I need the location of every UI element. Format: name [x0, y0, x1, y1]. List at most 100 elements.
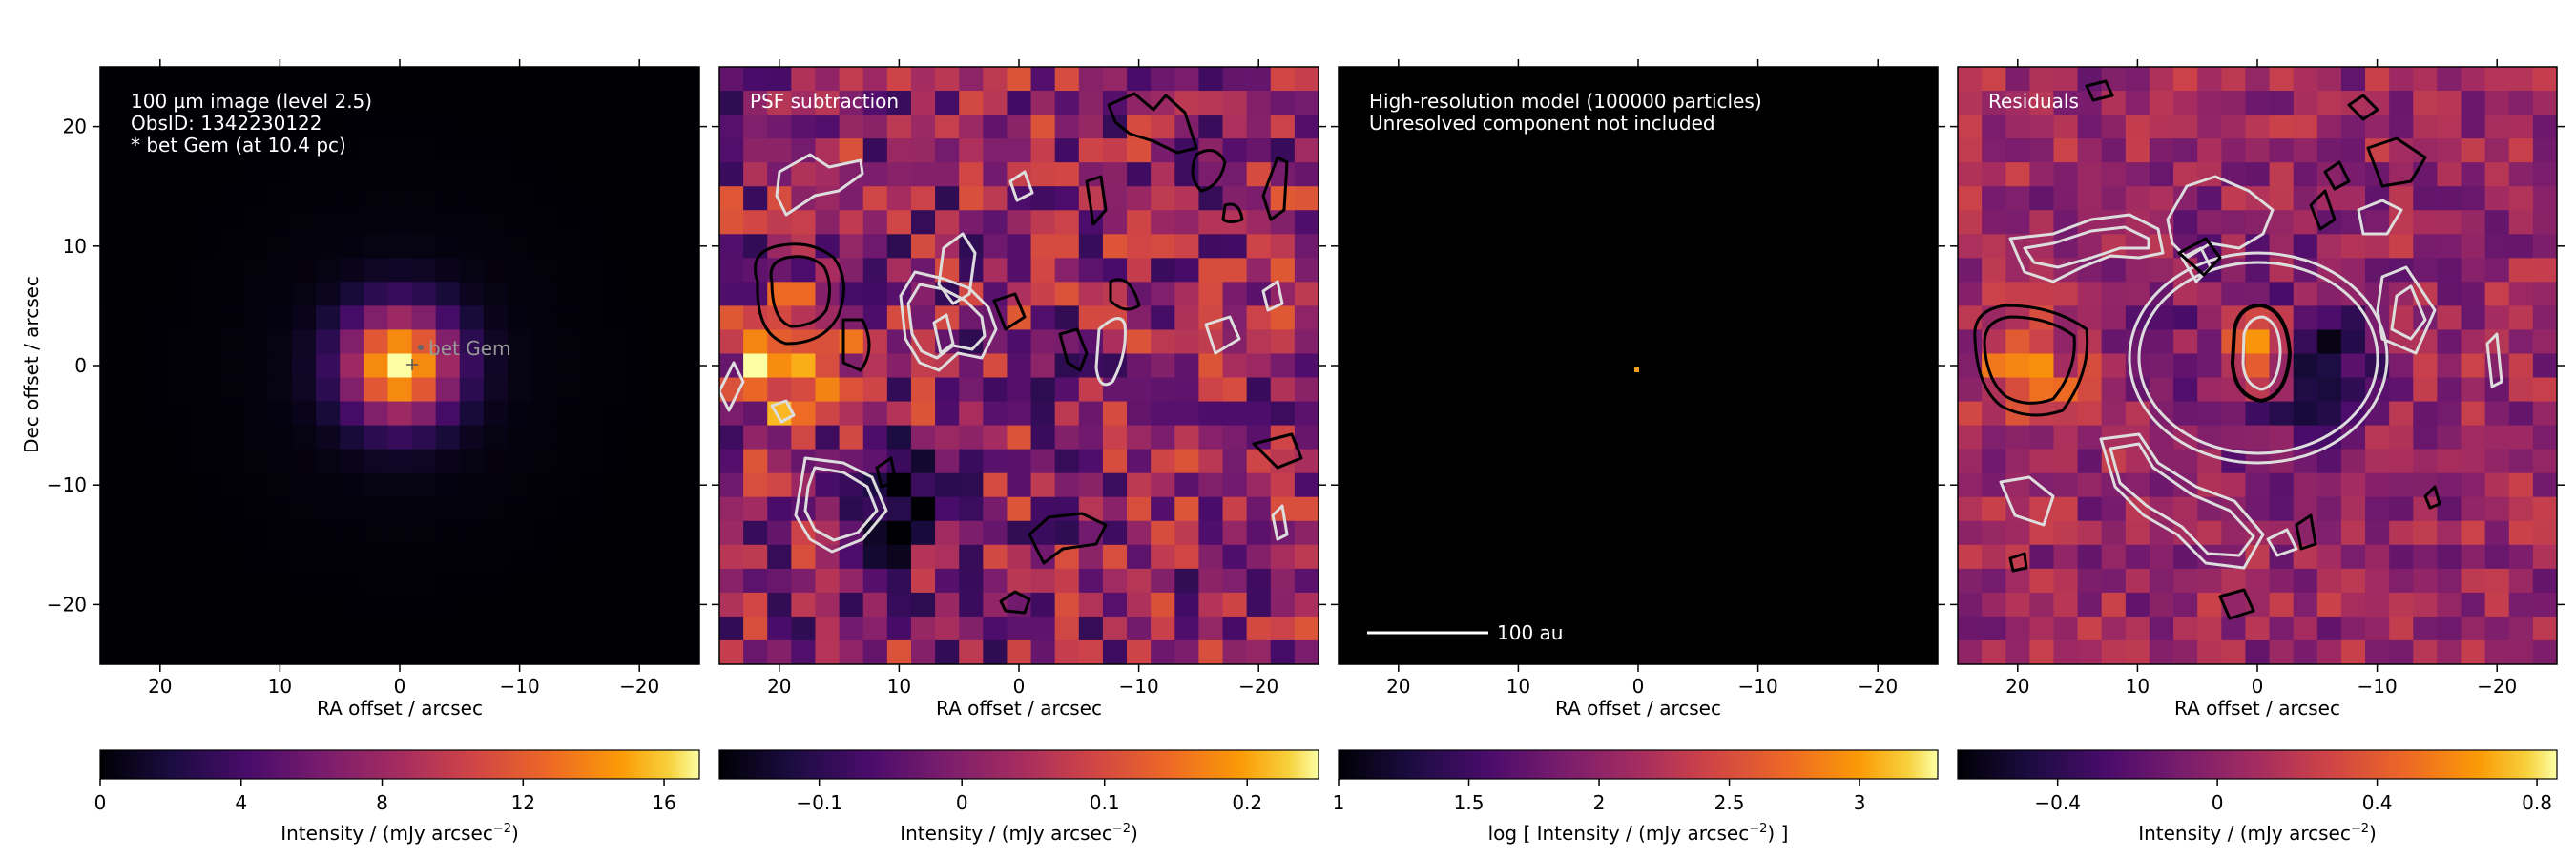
pixel — [435, 186, 461, 211]
pixel — [651, 282, 676, 306]
pixel — [435, 234, 461, 259]
pixel — [1222, 258, 1248, 283]
pixel — [2197, 67, 2222, 92]
pixel — [124, 472, 149, 498]
pixel — [100, 520, 125, 546]
pixel — [719, 472, 744, 498]
pixel — [1030, 282, 1056, 306]
pixel — [627, 425, 653, 450]
pixel — [316, 377, 341, 403]
pixel — [483, 592, 509, 618]
pixel — [1127, 258, 1152, 283]
pixel — [2053, 425, 2079, 450]
pixel — [2053, 449, 2079, 474]
pixel — [862, 305, 888, 331]
pixel — [2316, 91, 2342, 115]
pixel — [1054, 377, 1080, 403]
pixel — [603, 282, 629, 306]
pixel — [675, 258, 699, 283]
pixel — [1294, 592, 1319, 618]
pixel — [2101, 67, 2127, 92]
pixel — [959, 639, 984, 664]
pixel — [243, 67, 269, 92]
pixel — [340, 472, 364, 498]
pixel — [364, 377, 389, 403]
pixel — [1294, 353, 1319, 379]
pixel — [196, 568, 221, 594]
pixel — [1222, 592, 1248, 618]
pixel — [243, 258, 269, 283]
pixel — [791, 282, 817, 306]
pixel — [2221, 186, 2247, 211]
pixel — [1078, 472, 1104, 498]
pixel — [508, 616, 532, 641]
pixel — [2340, 592, 2366, 618]
pixel — [1174, 520, 1199, 546]
pixel — [124, 234, 149, 259]
pixel — [267, 282, 293, 306]
pixel — [1294, 401, 1319, 427]
colorbar-tick-label: 0.8 — [2522, 791, 2552, 814]
pixel — [959, 401, 984, 427]
pixel — [531, 353, 556, 379]
pixel — [2413, 258, 2438, 283]
pixel — [935, 138, 960, 163]
x-tick-label: 20 — [1386, 675, 1410, 698]
pixel — [1222, 425, 1248, 450]
pixel — [196, 425, 221, 450]
pixel — [719, 496, 744, 522]
pixel — [2197, 115, 2222, 139]
pixel — [387, 234, 413, 259]
pixel — [555, 639, 580, 664]
pixel — [2437, 449, 2462, 474]
pixel — [2077, 138, 2103, 163]
pixel — [2029, 138, 2055, 163]
pixel — [508, 67, 532, 92]
pixel — [531, 449, 556, 474]
pixel — [2484, 520, 2510, 546]
pixel — [959, 377, 984, 403]
pixel — [483, 162, 509, 187]
pixel — [2508, 258, 2534, 283]
pixel — [2125, 592, 2150, 618]
pixel — [243, 91, 269, 115]
pixel — [1294, 162, 1319, 187]
x-tick-label: 10 — [1506, 675, 1530, 698]
pixel — [1151, 544, 1175, 570]
pixel — [1246, 425, 1272, 450]
pixel — [959, 496, 984, 522]
pixel — [148, 377, 173, 403]
pixel — [483, 210, 509, 235]
pixel — [1078, 520, 1104, 546]
x-tick-label: −10 — [499, 675, 539, 698]
pixel — [767, 449, 792, 474]
pixel — [531, 496, 556, 522]
pixel — [2053, 162, 2079, 187]
x-tick-label: 10 — [887, 675, 911, 698]
pixel — [2484, 186, 2510, 211]
pixel — [2101, 305, 2127, 331]
y-tick-label: −10 — [47, 473, 87, 496]
pixel — [100, 115, 125, 139]
pixel — [124, 138, 149, 163]
pixel — [2029, 449, 2055, 474]
pixel — [148, 401, 173, 427]
pixel — [340, 616, 364, 641]
pixel — [2149, 329, 2174, 355]
pixel — [579, 568, 605, 594]
pixel — [1198, 377, 1224, 403]
pixel — [2413, 472, 2438, 498]
pixel — [603, 639, 629, 664]
pixel — [1270, 115, 1296, 139]
pixel — [2101, 496, 2127, 522]
pixel — [651, 67, 676, 92]
pixel — [2101, 186, 2127, 211]
pixel — [910, 544, 936, 570]
pixel — [219, 210, 245, 235]
pixel — [2125, 449, 2150, 474]
pixel — [2437, 91, 2462, 115]
pixel — [291, 401, 317, 427]
panel-residuals-image — [1958, 67, 2557, 664]
pixel — [2125, 91, 2150, 115]
pixel — [555, 401, 580, 427]
